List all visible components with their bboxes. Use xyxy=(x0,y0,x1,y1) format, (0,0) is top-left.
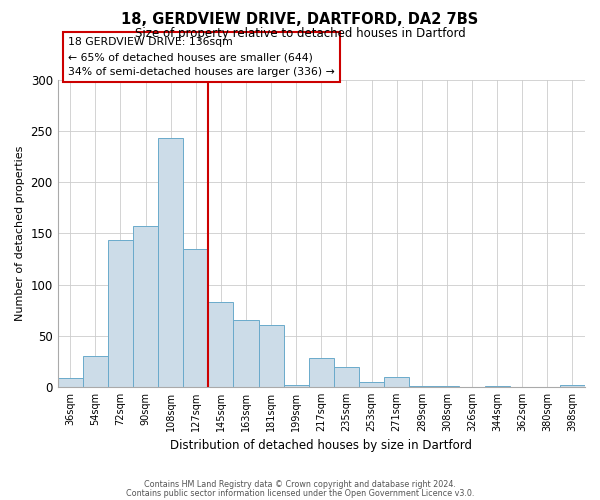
Bar xyxy=(434,386,460,387)
Bar xyxy=(309,358,334,387)
Bar xyxy=(83,356,108,387)
Bar xyxy=(133,226,158,387)
Bar xyxy=(58,378,83,387)
Bar xyxy=(384,376,409,387)
Bar xyxy=(259,324,284,387)
X-axis label: Distribution of detached houses by size in Dartford: Distribution of detached houses by size … xyxy=(170,440,472,452)
Bar xyxy=(108,240,133,387)
Bar xyxy=(409,386,434,387)
Text: Contains HM Land Registry data © Crown copyright and database right 2024.: Contains HM Land Registry data © Crown c… xyxy=(144,480,456,489)
Text: Size of property relative to detached houses in Dartford: Size of property relative to detached ho… xyxy=(134,28,466,40)
Bar xyxy=(158,138,183,387)
Bar xyxy=(284,385,309,387)
Y-axis label: Number of detached properties: Number of detached properties xyxy=(15,146,25,321)
Bar xyxy=(183,249,208,387)
Bar xyxy=(560,385,585,387)
Bar xyxy=(233,320,259,387)
Text: Contains public sector information licensed under the Open Government Licence v3: Contains public sector information licen… xyxy=(126,489,474,498)
Bar xyxy=(485,386,509,387)
Text: 18 GERDVIEW DRIVE: 136sqm
← 65% of detached houses are smaller (644)
34% of semi: 18 GERDVIEW DRIVE: 136sqm ← 65% of detac… xyxy=(68,38,335,77)
Bar xyxy=(359,382,384,387)
Bar xyxy=(334,368,359,387)
Text: 18, GERDVIEW DRIVE, DARTFORD, DA2 7BS: 18, GERDVIEW DRIVE, DARTFORD, DA2 7BS xyxy=(121,12,479,28)
Bar xyxy=(208,302,233,387)
